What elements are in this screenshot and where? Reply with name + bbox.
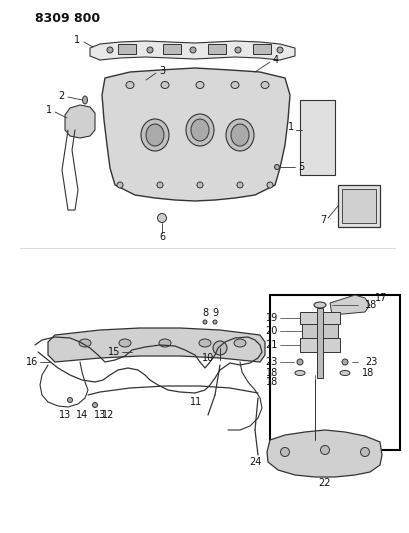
Text: 9: 9	[211, 308, 218, 318]
Ellipse shape	[274, 165, 279, 169]
Bar	[301, 324, 337, 338]
Ellipse shape	[266, 182, 272, 188]
Ellipse shape	[234, 339, 245, 347]
Text: 15: 15	[107, 347, 120, 357]
Ellipse shape	[341, 359, 347, 365]
Ellipse shape	[230, 82, 238, 88]
Polygon shape	[48, 328, 264, 362]
Text: 2: 2	[58, 91, 65, 101]
Bar	[207, 44, 225, 54]
Ellipse shape	[141, 119, 169, 151]
Bar	[299, 312, 339, 324]
Text: 24: 24	[248, 457, 261, 467]
Text: 13: 13	[94, 410, 106, 420]
Ellipse shape	[189, 47, 196, 53]
Ellipse shape	[296, 359, 302, 365]
Text: 20: 20	[265, 326, 277, 336]
Ellipse shape	[79, 339, 91, 347]
Ellipse shape	[117, 182, 123, 188]
Ellipse shape	[119, 339, 131, 347]
Text: 17: 17	[374, 293, 387, 303]
Text: 8309 800: 8309 800	[35, 12, 100, 25]
Ellipse shape	[202, 320, 207, 324]
Text: 18: 18	[364, 300, 376, 310]
Ellipse shape	[280, 448, 289, 456]
Ellipse shape	[225, 119, 254, 151]
Ellipse shape	[213, 341, 227, 355]
Polygon shape	[90, 41, 294, 60]
Ellipse shape	[191, 119, 209, 141]
Ellipse shape	[360, 448, 369, 456]
Text: 23: 23	[265, 357, 277, 367]
Ellipse shape	[196, 82, 204, 88]
Text: 6: 6	[159, 232, 165, 242]
Text: 18: 18	[265, 377, 277, 387]
Bar	[270, 295, 399, 450]
Text: 18: 18	[361, 368, 373, 378]
Ellipse shape	[186, 114, 213, 146]
Ellipse shape	[107, 47, 113, 53]
Ellipse shape	[234, 47, 240, 53]
Polygon shape	[102, 68, 289, 201]
Ellipse shape	[213, 320, 216, 324]
Ellipse shape	[161, 82, 169, 88]
Polygon shape	[266, 430, 381, 477]
Ellipse shape	[67, 398, 72, 402]
Ellipse shape	[138, 85, 145, 92]
Text: 23: 23	[364, 357, 376, 367]
Bar	[252, 44, 270, 54]
Text: 1: 1	[287, 122, 293, 132]
Text: 7: 7	[319, 215, 325, 225]
Ellipse shape	[198, 339, 211, 347]
Text: 1: 1	[74, 35, 80, 45]
Ellipse shape	[313, 302, 325, 308]
Bar	[118, 44, 136, 54]
Text: 14: 14	[76, 410, 88, 420]
Text: 13: 13	[59, 410, 71, 420]
Text: 5: 5	[297, 162, 303, 172]
Ellipse shape	[339, 370, 349, 376]
Ellipse shape	[92, 402, 97, 408]
Ellipse shape	[157, 214, 166, 222]
Ellipse shape	[261, 82, 268, 88]
Text: 18: 18	[265, 368, 277, 378]
Text: 10: 10	[201, 353, 213, 363]
Ellipse shape	[126, 82, 134, 88]
Ellipse shape	[320, 446, 329, 455]
Polygon shape	[329, 295, 369, 315]
Ellipse shape	[276, 47, 282, 53]
Text: 21: 21	[265, 340, 277, 350]
Bar	[341, 189, 375, 223]
Ellipse shape	[147, 47, 153, 53]
Ellipse shape	[196, 182, 202, 188]
Ellipse shape	[230, 124, 248, 146]
Bar	[337, 185, 379, 227]
Ellipse shape	[146, 124, 164, 146]
Text: 3: 3	[159, 66, 165, 76]
Bar	[299, 100, 334, 175]
Text: 1: 1	[46, 105, 52, 115]
Text: 16: 16	[26, 357, 38, 367]
Ellipse shape	[294, 370, 304, 376]
Ellipse shape	[137, 74, 147, 88]
Text: 12: 12	[101, 410, 114, 420]
Bar	[163, 44, 180, 54]
Text: 11: 11	[189, 397, 202, 407]
Ellipse shape	[82, 96, 87, 104]
Text: 4: 4	[272, 55, 279, 65]
Bar	[316, 308, 322, 378]
Ellipse shape	[159, 339, 171, 347]
Polygon shape	[65, 105, 95, 138]
Bar	[299, 338, 339, 352]
Ellipse shape	[157, 182, 163, 188]
Text: 22: 22	[318, 478, 330, 488]
Text: 8: 8	[202, 308, 207, 318]
Text: 19: 19	[265, 313, 277, 323]
Ellipse shape	[236, 182, 243, 188]
